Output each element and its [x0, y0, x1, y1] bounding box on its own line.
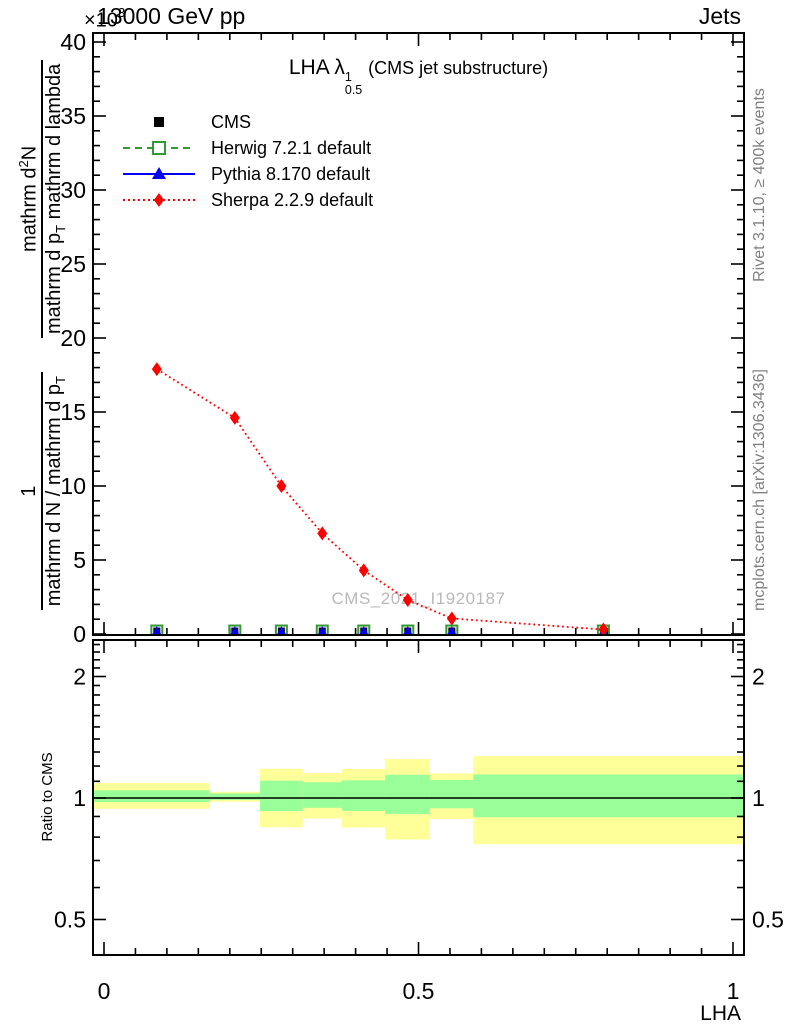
- sherpa-line-marker-icon: [123, 193, 195, 207]
- legend-row-sherpa: Sherpa 2.2.9 default: [121, 187, 373, 213]
- herwig-line-marker-icon: [123, 141, 195, 155]
- legend-row-cms: CMS: [121, 109, 373, 135]
- ratio-axis-label: Ratio to CMS: [38, 752, 56, 842]
- pythia-point: [403, 626, 413, 634]
- y-axis-label-fraction-1: 1 mathrm d N / mathrm d pT: [17, 372, 69, 611]
- frac2-den-text: mathrm d p: [43, 232, 66, 335]
- frac2-num-text2: N: [18, 145, 41, 161]
- ratio-band-green: [259, 780, 303, 812]
- legend-row-pythia: Pythia 8.170 default: [121, 161, 373, 187]
- frac2-num-text: mathrm d: [18, 167, 41, 252]
- ratio-band-green: [93, 790, 210, 803]
- sherpa-point: [598, 622, 609, 634]
- legend-label-pythia: Pythia 8.170 default: [211, 163, 371, 184]
- frac2-num-sup: 2: [15, 160, 31, 168]
- ratio-tick-label-left: 2: [73, 664, 86, 690]
- frac2-numerator: mathrm d2N: [15, 142, 42, 256]
- ratio-band-green: [209, 793, 260, 800]
- x-tick-label: 1: [727, 978, 740, 1004]
- frac1-den-sub: T: [52, 376, 68, 384]
- y-axis-label: 1 mathrm d N / mathrm d pT mathrm d2N ma…: [0, 33, 89, 637]
- y-tick-label: 40: [60, 29, 86, 55]
- frac1-numerator: 1: [17, 485, 40, 497]
- herwig-point: [357, 624, 371, 634]
- ratio-tick-label-right: 1: [752, 785, 765, 811]
- scale-base: ×10: [84, 9, 118, 32]
- pythia-point: [318, 626, 327, 634]
- pythia-point: [152, 626, 162, 634]
- pythia-point: [277, 626, 286, 634]
- ratio-tick-label-left: 0.5: [54, 906, 86, 932]
- sherpa-point: [402, 592, 413, 607]
- lambda-exponents: 1 0.5: [344, 70, 363, 98]
- lambda-sup: 1: [344, 70, 352, 84]
- ratio-tick-label-right: 2: [752, 664, 765, 690]
- sherpa-point: [358, 563, 369, 578]
- herwig-point: [445, 624, 459, 634]
- plot-title: LHA λ 1 0.5 (CMS jet substructure): [93, 56, 744, 97]
- sherpa-point: [229, 410, 240, 425]
- sherpa-point: [276, 479, 287, 493]
- y-tick-label: 10: [60, 473, 86, 499]
- y-tick-label: 35: [60, 103, 86, 129]
- legend-label-herwig: Herwig 7.2.1 default: [211, 137, 372, 158]
- y-tick-label: 25: [60, 251, 86, 277]
- pythia-line-marker-icon: [123, 167, 195, 179]
- y-tick-label: 15: [60, 399, 86, 425]
- ratio-tick-label-left: 1: [73, 785, 86, 811]
- analysis-group-title: Jets: [698, 3, 741, 29]
- frac2-den-text2: mathrm d lambda: [43, 63, 66, 225]
- sherpa-curve: [156, 368, 604, 631]
- ratio-band-green: [302, 782, 342, 808]
- y-axis-label-fraction-2: mathrm d2N mathrm d pT mathrm d lambda: [15, 59, 70, 339]
- mcplots-credit: mcplots.cern.ch [arXiv:1306.3436]: [751, 369, 768, 611]
- ratio-band-green: [473, 774, 744, 818]
- ratio-band-green: [429, 780, 474, 809]
- legend: CMS Herwig 7.2.1 default Pythia 8.170 de…: [121, 109, 373, 213]
- y-tick-label: 20: [60, 325, 86, 351]
- ratio-band-green: [385, 774, 430, 814]
- y-scale-multiplier: ×103: [84, 5, 126, 33]
- frac1-den-text: mathrm d N / mathrm d p: [42, 383, 65, 607]
- y-tick-label: 0: [73, 621, 86, 647]
- y-tick-label: 30: [60, 177, 86, 203]
- herwig-point: [228, 624, 242, 634]
- x-axis-title: LHA: [700, 1002, 741, 1024]
- herwig-point: [401, 624, 415, 634]
- scale-exponent: 3: [117, 5, 126, 20]
- plot-title-observable: LHA: [288, 56, 335, 79]
- energy-title: 13000 GeV pp: [97, 3, 246, 29]
- ratio-tick-label-right: 0.5: [752, 906, 784, 932]
- x-tick-label: 0: [98, 978, 111, 1004]
- lambda-symbol: λ: [334, 56, 345, 79]
- ratio-band-green: [341, 780, 386, 811]
- herwig-point: [315, 624, 329, 634]
- herwig-point: [150, 624, 164, 634]
- watermark: CMS_2021_I1920187: [331, 589, 506, 608]
- cms-marker-icon: [154, 117, 164, 127]
- pythia-point: [359, 626, 369, 634]
- sherpa-point: [446, 611, 457, 626]
- legend-label-cms: CMS: [211, 111, 251, 132]
- x-tick-label: 0.5: [403, 978, 435, 1004]
- frac2-den-sub: T: [53, 224, 69, 233]
- frac2-denominator: mathrm d pT mathrm d lambda: [41, 59, 70, 339]
- rivet-version-note: Rivet 3.1.10, ≥ 400k events: [751, 88, 768, 282]
- sherpa-point: [317, 526, 328, 541]
- lambda-sub: 0.5: [344, 83, 363, 98]
- legend-label-sherpa: Sherpa 2.2.9 default: [211, 189, 374, 210]
- frac1-denominator: mathrm d N / mathrm d pT: [40, 372, 69, 611]
- legend-row-herwig: Herwig 7.2.1 default: [121, 135, 373, 161]
- herwig-point: [274, 624, 288, 634]
- sherpa-point: [151, 362, 162, 377]
- y-tick-label: 5: [73, 547, 86, 573]
- pythia-point: [230, 626, 240, 634]
- pythia-point: [447, 626, 457, 634]
- plot-title-detail: (CMS jet substructure): [368, 58, 549, 78]
